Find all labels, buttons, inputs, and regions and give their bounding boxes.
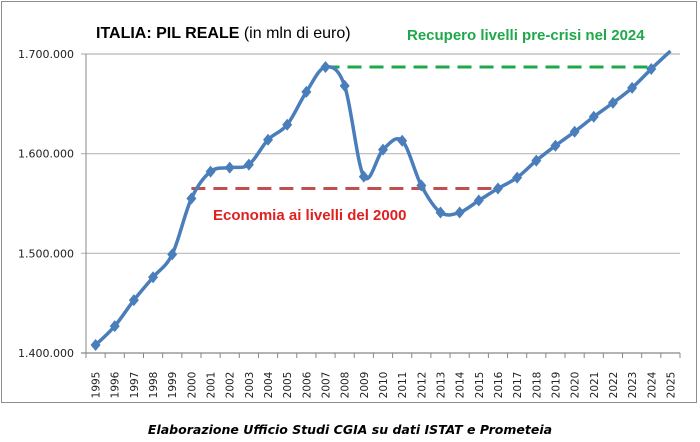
x-tick-label: 2011: [397, 372, 409, 399]
x-tick-label: 2025: [665, 372, 677, 399]
data-point-marker: [148, 271, 159, 284]
data-point-marker: [607, 96, 618, 109]
source-footer: Elaborazione Ufficio Studi CGIA su dati …: [147, 422, 553, 437]
data-point-marker: [550, 139, 561, 152]
y-tick-label: 1.700.000: [18, 48, 74, 61]
x-tick-label: 2024: [646, 371, 658, 398]
y-tick-label: 1.500.000: [18, 247, 74, 260]
x-tick-label: 2018: [531, 372, 543, 399]
data-point-marker: [646, 62, 657, 75]
data-point-marker: [263, 133, 274, 146]
x-tick-label: 1996: [110, 371, 122, 398]
data-point-marker: [167, 248, 178, 261]
x-tick-label: 2004: [263, 371, 275, 398]
x-tick-label: 2020: [570, 372, 582, 399]
x-tick-label: 1995: [91, 372, 103, 399]
data-point-marker: [397, 134, 408, 147]
data-point-marker: [243, 158, 254, 171]
chart-title-main: ITALIA: PIL REALE: [96, 25, 240, 42]
chart-title-unit: (in mln di euro): [239, 25, 350, 42]
x-tick-label: 2006: [301, 371, 313, 398]
x-tick-label: 2013: [435, 372, 447, 399]
x-tick-label: 2003: [244, 372, 256, 399]
x-tick-label: 2005: [282, 372, 294, 399]
data-point-marker: [224, 161, 235, 174]
x-tick-label: 2008: [340, 372, 352, 399]
annotation-label-2000: Economia ai livelli del 2000: [213, 207, 406, 224]
data-point-marker: [531, 154, 542, 167]
data-point-marker: [416, 179, 427, 192]
data-point-marker: [358, 170, 369, 183]
x-tick-label: 2023: [627, 372, 639, 399]
data-point-marker: [320, 60, 331, 73]
data-point-marker: [186, 192, 197, 205]
x-tick-label: 1997: [129, 372, 141, 399]
x-tick-label: 2010: [378, 372, 390, 399]
y-tick-label: 1.400.000: [18, 347, 74, 360]
data-point-marker: [378, 143, 388, 156]
data-point-marker: [512, 171, 523, 184]
data-point-marker: [205, 165, 216, 178]
annotation-label-recovery: Recupero livelli pre-crisi nel 2024: [407, 27, 645, 44]
data-point-marker: [90, 339, 101, 352]
data-point-marker: [492, 182, 503, 195]
y-tick-label: 1.600.000: [18, 148, 74, 161]
data-point-marker: [128, 294, 139, 307]
data-point-marker: [301, 85, 312, 98]
x-tick-label: 2021: [589, 372, 601, 399]
chart-title: ITALIA: PIL REALE (in mln di euro): [96, 25, 351, 42]
x-tick-label: 2002: [225, 372, 237, 399]
x-tick-label: 2015: [474, 372, 486, 399]
data-point-marker: [569, 125, 580, 138]
x-tick-label: 2001: [206, 372, 218, 399]
x-tick-label: 2017: [512, 372, 524, 399]
x-tick-label: 2009: [359, 372, 371, 399]
data-point-marker: [588, 110, 599, 123]
x-tick-label: 2007: [321, 372, 333, 399]
series-line: [94, 49, 672, 347]
data-point-marker: [454, 206, 465, 219]
x-tick-label: 2000: [186, 372, 198, 399]
x-tick-label: 2022: [608, 372, 620, 399]
x-tick-label: 2019: [550, 372, 562, 399]
data-point-marker: [282, 118, 293, 131]
x-tick-label: 2012: [416, 372, 428, 399]
data-point-marker: [435, 206, 446, 219]
data-point-marker: [339, 79, 350, 92]
x-tick-label: 1998: [148, 372, 160, 399]
x-tick-label: 2014: [455, 371, 467, 398]
x-tick-label: 1999: [167, 372, 179, 399]
data-point-marker: [627, 81, 638, 94]
data-point-marker: [473, 194, 484, 207]
data-point-marker: [109, 320, 120, 333]
x-tick-label: 2016: [493, 371, 505, 398]
